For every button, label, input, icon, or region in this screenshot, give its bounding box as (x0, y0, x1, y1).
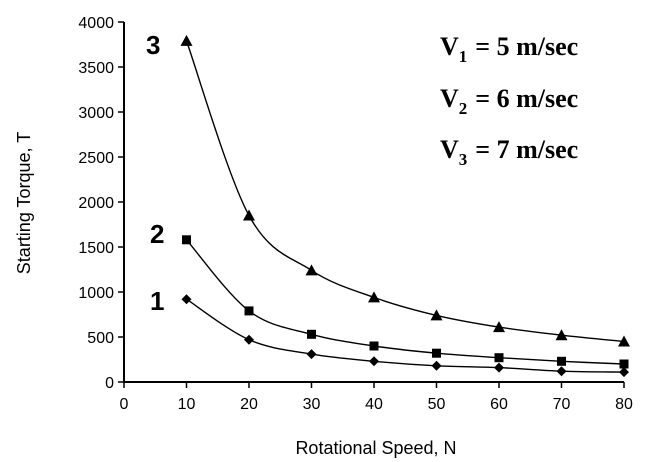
legend-var: V (440, 32, 459, 61)
legend-value: = 5 m/sec (475, 32, 578, 61)
series-2: 2 (150, 219, 629, 369)
y-ticks: 0 500 1000 1500 2000 2500 3000 3500 4000 (78, 15, 124, 392)
data-point-diamond (181, 294, 192, 305)
data-point-triangle (243, 209, 255, 221)
legend-entry: V2 = 6 m/sec (440, 84, 578, 118)
y-tick-label: 500 (87, 330, 114, 347)
y-tick-label: 4000 (78, 15, 114, 32)
x-tick-label: 0 (120, 396, 129, 413)
y-axis-title: Starting Torque, T (14, 132, 34, 274)
data-point-triangle (368, 291, 380, 303)
data-point-square (244, 306, 254, 316)
x-tick-label: 40 (365, 396, 383, 413)
data-point-square (369, 341, 379, 351)
data-point-diamond (619, 367, 629, 378)
data-point-square (557, 356, 566, 366)
data-point-square (619, 359, 629, 369)
data-point-triangle (430, 309, 443, 321)
data-point-diamond (369, 356, 379, 367)
series-number-label: 1 (150, 286, 164, 316)
y-tick-label: 3500 (78, 60, 114, 77)
axes (123, 22, 624, 383)
x-tick-label: 60 (490, 396, 508, 413)
x-tick-label: 50 (428, 396, 446, 413)
data-point-square (182, 235, 191, 245)
legend-entry: V3 = 7 m/sec (440, 135, 578, 169)
x-tick-label: 20 (240, 396, 258, 413)
data-point-triangle (305, 264, 318, 276)
legend-entry: V1 = 5 m/sec (440, 32, 578, 66)
x-tick-label: 80 (615, 396, 633, 413)
data-point-diamond (431, 360, 442, 371)
data-point-diamond (556, 366, 567, 377)
y-tick-label: 1000 (78, 285, 114, 302)
series-3: 3 (146, 30, 630, 347)
data-point-square (494, 353, 504, 363)
data-point-triangle (180, 34, 193, 46)
y-tick-label: 2000 (78, 195, 114, 212)
legend-value: = 6 m/sec (475, 84, 578, 113)
legend-subscript: 1 (459, 47, 468, 66)
x-tick-label: 30 (303, 396, 321, 413)
series-layer: 1 2 3 (146, 30, 630, 378)
legend-var: V (440, 135, 459, 164)
data-point-triangle (493, 321, 505, 333)
y-tick-label: 3000 (78, 105, 114, 122)
data-point-square (307, 329, 316, 339)
series-1: 1 (150, 286, 629, 378)
x-tick-label: 70 (553, 396, 571, 413)
series-line (185, 239, 625, 365)
x-ticks: 0 10 20 30 40 50 60 70 80 (120, 382, 633, 413)
data-point-diamond (494, 362, 504, 373)
data-point-triangle (555, 329, 568, 341)
series-number-label: 2 (150, 219, 164, 249)
legend-subscript: 2 (459, 99, 468, 118)
y-tick-label: 2500 (78, 150, 114, 167)
data-point-diamond (244, 334, 254, 345)
legend-var: V (440, 84, 459, 113)
data-point-triangle (618, 335, 630, 347)
legend-subscript: 3 (459, 150, 468, 169)
data-point-diamond (306, 349, 317, 360)
y-tick-label: 1500 (78, 240, 114, 257)
y-tick-label: 0 (105, 375, 114, 392)
x-tick-label: 10 (178, 396, 196, 413)
data-point-square (432, 348, 441, 358)
x-axis-title: Rotational Speed, N (295, 438, 456, 458)
series-number-label: 3 (146, 30, 160, 60)
legend-value: = 7 m/sec (475, 135, 578, 164)
